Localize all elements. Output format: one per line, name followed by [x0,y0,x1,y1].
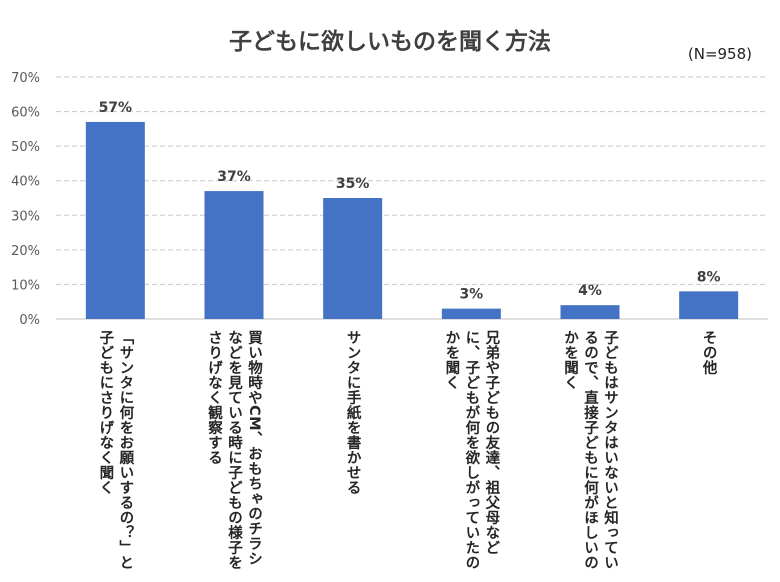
data-label: 3% [459,287,483,303]
x-tick-label: 「サンタに何をお願いするの？」と子どもにさりげなく聞く [97,330,134,570]
data-label: 8% [697,269,721,285]
y-tick-label: 10% [11,278,40,293]
data-label: 35% [336,176,370,192]
bar [323,198,383,319]
x-tick-label: 兄弟や子どもの友達、祖父母などに、子どもが何を欲しがっていたのかを聞く [443,330,500,570]
bar [85,121,145,319]
x-tick-label: サンタに手紙を書かせる [344,330,361,495]
bar [560,305,620,319]
y-tick-label: 60% [11,106,40,121]
y-tick-label: 40% [11,175,40,190]
x-tick-label: 子どもはサンタはいないと知っているので、直接子どもに何がほしいのかを聞く [562,330,618,570]
bar [204,191,264,319]
y-tick-label: 30% [11,209,40,224]
data-label: 4% [578,283,602,299]
chart-title: 子どもに欲しいものを聞く方法 [229,29,551,55]
x-tick-label: 買い物時やCM、おもちゃのチラシなどを見ている時に子どもの様子をさりげなく観察す… [206,330,262,570]
bar [441,308,501,319]
data-label: 37% [217,169,251,185]
x-tick-label: その他 [700,330,717,375]
sample-size-note: (N=958) [687,45,752,63]
data-label: 57% [99,100,133,116]
y-tick-label: 20% [11,244,40,259]
y-tick-label: 70% [11,71,40,86]
y-tick-label: 50% [11,140,40,155]
y-tick-label: 0% [19,313,40,328]
bar [679,291,739,319]
